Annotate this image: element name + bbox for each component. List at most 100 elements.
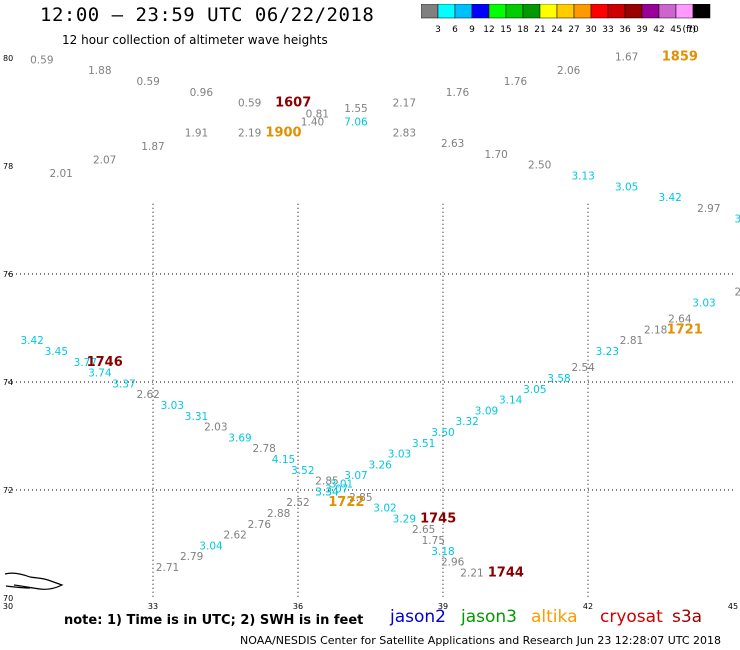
pass-time-label: 1745	[420, 511, 456, 526]
colorbar-tick-label: 39	[636, 25, 648, 34]
page-subtitle: 12 hour collection of altimeter wave hei…	[62, 33, 328, 47]
wave-height-value: 2.62	[223, 530, 246, 542]
wave-height-value: 2.18	[644, 324, 667, 336]
wave-height-value: 3.45	[45, 346, 68, 358]
pass-time-label: 1746	[87, 355, 123, 370]
wave-height-value: 2.54	[571, 362, 595, 374]
wave-height-value: 2.97	[697, 203, 720, 215]
colorbar-swatch	[692, 4, 711, 19]
wave-height-value: 2.52	[286, 497, 309, 509]
colorbar-tick-label: 15	[500, 25, 511, 34]
wave-height-value: 2.85	[349, 492, 372, 504]
wave-height-value: 3	[734, 214, 740, 226]
wave-height-value: 0.59	[30, 54, 53, 66]
wave-height-value: 3.02	[373, 503, 396, 515]
wave-height-map: 30 33 36 39 42 45 70 72 74 76 78 80 0.59 1.88 0.59 0.96…	[3, 50, 740, 610]
wave-height-value: 2.01	[49, 168, 72, 180]
colorbar-tick-label: 9	[469, 25, 475, 34]
wave-height-value: 3.51	[412, 438, 435, 450]
colorbar-tick-label: 21	[534, 25, 545, 34]
colorbar-tick-label: 24	[551, 25, 563, 34]
wave-height-value: 2.03	[204, 422, 227, 434]
wave-height-value: 1.40	[301, 117, 324, 129]
wave-height-value: 3.18	[431, 546, 454, 558]
wave-height-value: 2.78	[252, 443, 275, 455]
colorbar-tick-label: 27	[568, 25, 579, 34]
wave-height-value: 3.52	[291, 465, 314, 477]
wave-height-value: 2.06	[557, 65, 581, 77]
wave-height-value: 3.31	[185, 411, 208, 423]
wave-height-value: 2.88	[267, 508, 290, 520]
wave-height-value: 3.42	[658, 192, 681, 204]
latitude-label: 80	[3, 54, 13, 63]
footer-note: note: 1) Time is in UTC; 2) SWH is in fe…	[64, 613, 364, 628]
wave-height-value: 1.76	[446, 87, 470, 99]
pass-time-label: 1721	[667, 322, 703, 337]
wave-height-value: 2.79	[180, 551, 203, 563]
wave-height-value: 3.14	[499, 395, 523, 407]
pass-time-label: 1607	[275, 96, 311, 111]
wave-height-value: 3.29	[393, 513, 416, 525]
wave-height-value: 3.34	[315, 486, 339, 498]
wave-height-value: 3.34	[315, 486, 339, 498]
wave-height-value: 2.83	[393, 127, 416, 139]
colorbar-tick-label: 45	[670, 25, 681, 34]
longitude-label: 45	[728, 602, 738, 610]
longitude-label: 33	[148, 602, 158, 610]
wave-height-value: 1.91	[185, 127, 208, 139]
wave-height-value: 3.03	[161, 400, 184, 412]
wave-height-value: 3.01	[330, 478, 353, 490]
colorbar-tick-label: 18	[517, 25, 529, 34]
wave-height-value: 0.59	[136, 76, 159, 88]
page-title: 12:00 – 23:59 UTC 06/22/2018	[40, 4, 375, 26]
colorbar-tick-label: 42	[653, 25, 664, 34]
wave-height-value: 0.81	[306, 108, 329, 120]
wave-height-value: 3.42	[20, 335, 43, 347]
pass-time-label: 1722	[328, 495, 364, 510]
wave-height-value: 2	[734, 287, 740, 299]
colorbar-unit: (ft)	[682, 25, 696, 34]
wave-height-value: 2.63	[441, 138, 464, 150]
wave-height-value: 3.26	[368, 459, 392, 471]
wave-height-value: 0.59	[238, 98, 261, 110]
wave-height-value: 3.69	[228, 432, 251, 444]
coastline	[4, 572, 64, 590]
longitude-label: 42	[583, 602, 593, 610]
latitude-label: 72	[3, 486, 13, 495]
wave-height-value: 3.04	[199, 540, 223, 552]
latitude-label: 78	[3, 162, 13, 171]
satellite-legend-cryosat: cryosat	[600, 607, 663, 627]
pass-time-label: 1744	[488, 565, 524, 580]
longitude-label: 39	[438, 602, 448, 610]
wave-height-value: 2.64	[668, 314, 692, 326]
wave-height-value: 2.07	[93, 154, 116, 166]
latitude-label: 70	[3, 594, 13, 603]
wave-height-value: 3.03	[388, 449, 411, 461]
satellite-legend-jason2: jason2	[390, 607, 446, 627]
wave-height-value: 3.07	[325, 484, 348, 496]
wave-height-value: 3.58	[547, 373, 570, 385]
wave-height-value: 2.81	[620, 335, 643, 347]
latitude-label: 74	[3, 378, 13, 387]
satellite-legend-altika: altika	[531, 607, 578, 627]
wave-height-value: 1.75	[422, 535, 445, 547]
colorbar-tick-label: 6	[452, 25, 458, 34]
wave-height-value: 3.05	[523, 384, 546, 396]
longitude-label: 30	[3, 602, 13, 610]
wave-height-value: 2.96	[441, 557, 465, 569]
wave-height-value: 2.19	[238, 127, 261, 139]
colorbar-legend: 3 6 9 12 15 18 21 24 27 30 33 36 39 42 45 70(ft)	[421, 4, 711, 34]
footer-credit: NOAA/NESDIS Center for Satellite Applica…	[240, 634, 722, 647]
longitude-label: 36	[293, 602, 303, 610]
colorbar-tick-label: 33	[602, 25, 613, 34]
wave-height-value: 2.65	[412, 524, 435, 536]
wave-height-value: 3.13	[571, 171, 594, 183]
wave-height-value: 2.50	[528, 160, 551, 172]
wave-height-value: 3.74	[88, 368, 112, 380]
wave-height-value: 2.85	[315, 476, 338, 488]
colorbar-tick-label: 12	[483, 25, 494, 34]
wave-height-value: 3.37	[112, 378, 135, 390]
wave-height-value: 2.62	[136, 389, 159, 401]
wave-height-value: 0.96	[190, 87, 214, 99]
wave-height-value: 3.23	[596, 346, 619, 358]
